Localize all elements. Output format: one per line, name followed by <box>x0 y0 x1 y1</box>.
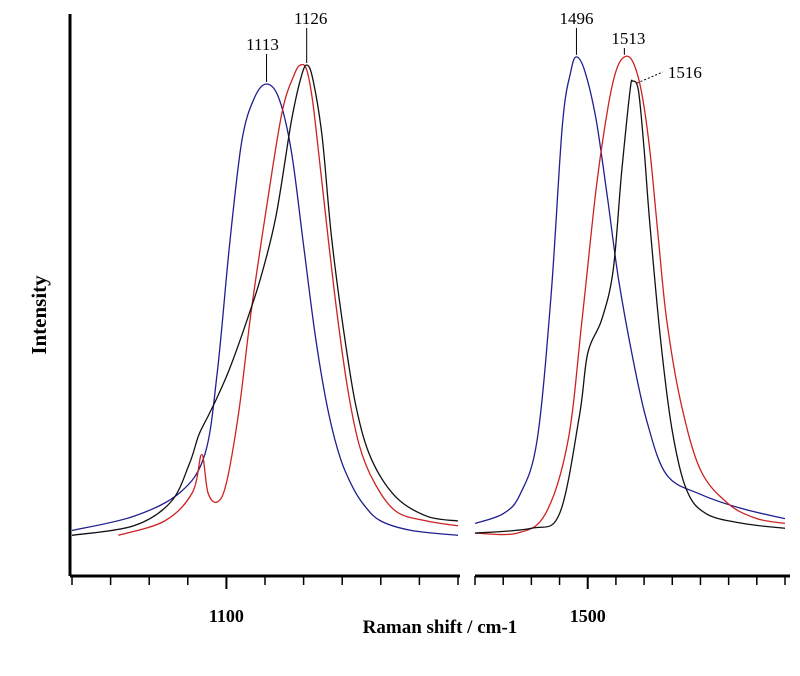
peak-leader-1516 <box>636 71 664 84</box>
peak-label-1496: 1496 <box>559 9 593 28</box>
peak-label-1126: 1126 <box>294 9 327 28</box>
series-line-1-left <box>118 63 459 536</box>
series-line-1-right <box>474 55 786 536</box>
series-line-0-right <box>474 56 786 525</box>
series-line-2-right <box>474 79 786 534</box>
label-layer: 1100 1500 1113 1496 1126 1513 1516 <box>209 9 702 626</box>
x-axis-label: Raman shift / cm-1 <box>363 617 518 638</box>
series-layer <box>71 55 786 536</box>
x-tick-label-1100: 1100 <box>209 606 244 626</box>
peak-label-1516: 1516 <box>668 63 702 82</box>
y-axis-label: Intensity <box>27 275 51 355</box>
axes-layer <box>68 14 790 589</box>
series-line-2-left <box>71 64 459 536</box>
peak-label-1113: 1113 <box>246 35 279 54</box>
series-line-0-left <box>71 83 459 536</box>
peak-label-1513: 1513 <box>611 29 645 48</box>
x-tick-label-1500: 1500 <box>570 606 606 626</box>
